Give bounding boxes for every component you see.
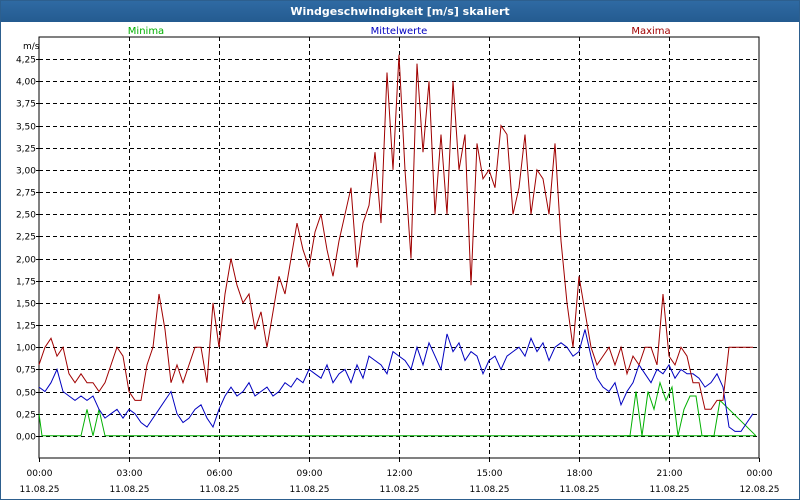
y-tick-label: 0,75: [16, 366, 36, 376]
x-tick-time: 03:00: [117, 469, 143, 479]
y-tick-label: 2,25: [16, 233, 36, 243]
x-tick-time: 06:00: [207, 469, 233, 479]
legend-entry-minima: Minima: [128, 26, 164, 37]
y-tick-label: 3,50: [16, 123, 36, 133]
x-tick-date: 12.08.25: [739, 485, 779, 495]
series-line-maxima: [38, 54, 753, 410]
y-tick-label: 3,75: [16, 100, 36, 110]
x-tick-time: 00:00: [27, 469, 53, 479]
x-tick-date: 11.08.25: [559, 485, 599, 495]
series-line-minima: [38, 409, 756, 437]
chart-area: 0,00 0,25 0,50 0,75 1,00 1,25 1,50 1,75 2,00 2,25…: [1, 22, 799, 499]
x-tick-date: 11.08.25: [649, 485, 689, 495]
x-tick-time: 18:00: [567, 469, 593, 479]
x-tick-date: 11.08.25: [289, 485, 329, 495]
series-line-minima-segment: [624, 380, 757, 437]
legend-entry-maxima: Maxima: [631, 26, 670, 37]
y-tick-label: 1,00: [16, 344, 36, 354]
x-tick-time: 12:00: [387, 469, 413, 479]
y-axis-label: m/s: [23, 42, 40, 52]
legend-entry-mittelwerte: Mittelwerte: [371, 26, 428, 37]
y-tick-label: 0,50: [16, 389, 36, 399]
x-axis-ticks: 00:00 11.08.25 03:00 11.08.25 06:00 11.08.25 0…: [19, 458, 780, 495]
y-tick-label: 2,75: [16, 189, 36, 199]
x-tick-date: 11.08.25: [469, 485, 509, 495]
y-tick-label: 1,25: [16, 322, 36, 332]
legend: Minima Mittelwerte Maxima: [128, 26, 671, 37]
y-tick-label: 1,50: [16, 300, 36, 310]
y-tick-label: 1,75: [16, 278, 36, 288]
y-tick-label: 2,00: [16, 256, 36, 266]
grid: [39, 37, 759, 458]
series-line-mittelwerte: [38, 329, 754, 432]
y-tick-label: 2,50: [16, 211, 36, 221]
x-tick-date: 11.08.25: [199, 485, 239, 495]
y-axis-ticks: 0,00 0,25 0,50 0,75 1,00 1,25 1,50 1,75 2,00 2,25…: [16, 56, 39, 443]
x-tick-time: 00:00: [747, 469, 773, 479]
series-layer: [38, 54, 757, 437]
y-tick-label: 3,00: [16, 167, 36, 177]
window-title: Windgeschwindigkeit [m/s] skaliert: [1, 1, 799, 22]
y-tick-label: 0,25: [16, 411, 36, 421]
y-tick-label: 4,00: [16, 78, 36, 88]
x-tick-time: 15:00: [477, 469, 503, 479]
y-tick-label: 0,00: [16, 433, 36, 443]
y-tick-label: 3,25: [16, 145, 36, 155]
x-tick-time: 09:00: [297, 469, 323, 479]
x-tick-date: 11.08.25: [109, 485, 149, 495]
x-tick-time: 21:00: [657, 469, 683, 479]
x-tick-date: 11.08.25: [379, 485, 419, 495]
y-tick-label: 4,25: [16, 56, 36, 66]
x-tick-date: 11.08.25: [19, 485, 59, 495]
